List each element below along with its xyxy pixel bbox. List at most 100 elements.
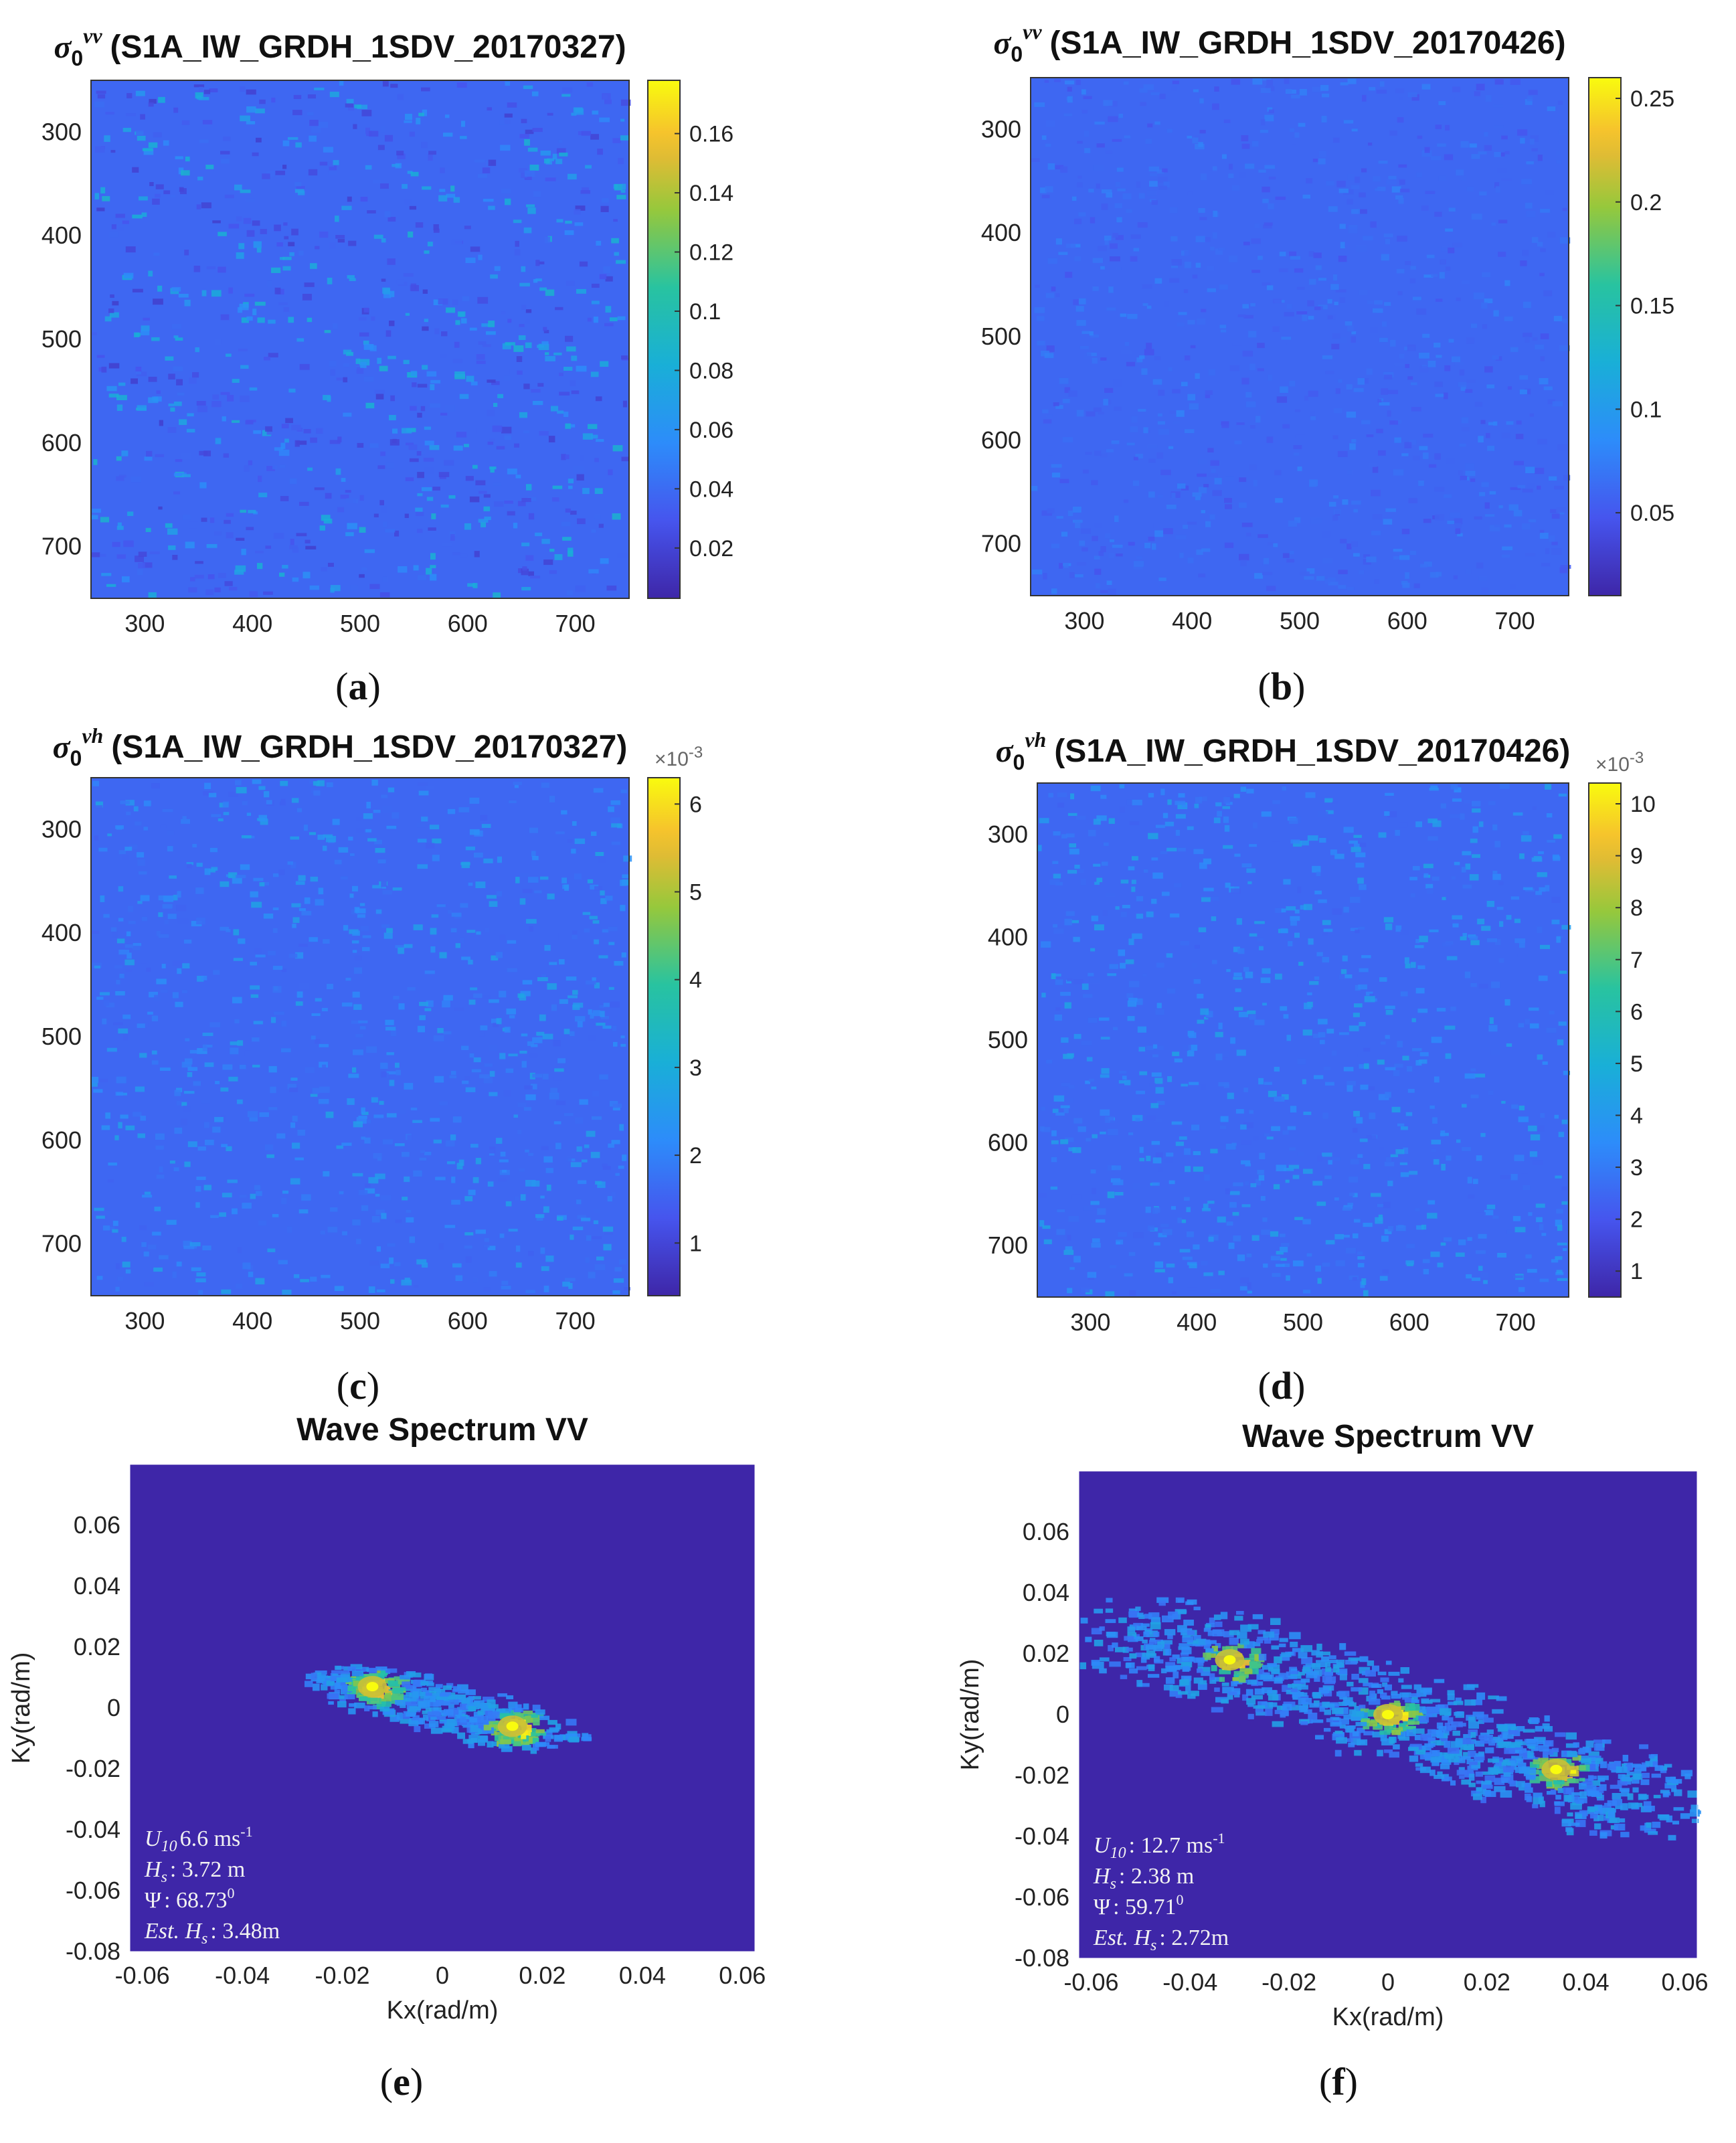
colorbar-tick-label: 8: [1630, 895, 1643, 921]
y-tick-label: -0.06: [66, 1877, 120, 1904]
colorbar-tick-label: 10: [1630, 792, 1656, 817]
sar-texture: [1037, 783, 1571, 1298]
y-tick-label: 600: [41, 429, 82, 456]
colorbar-tick-label: 6: [689, 792, 702, 817]
colorbar-tick-label: 0.02: [689, 536, 733, 562]
colorbar-tick-label: 0.16: [689, 122, 733, 147]
y-tick-label: 700: [41, 533, 82, 560]
spectrum-annotation: Hs: 2.38 m: [1093, 1864, 1194, 1893]
colorbar-exponent: ×10-3: [655, 744, 703, 770]
y-tick-label: 500: [41, 325, 82, 353]
colorbar-tick-label: 0.08: [689, 358, 733, 383]
colorbar: [1588, 782, 1622, 1298]
colorbar-tick-label: 0.14: [689, 181, 733, 206]
x-tick-label: 0: [436, 1962, 449, 1989]
x-tick-label: 500: [1280, 607, 1320, 634]
x-tick-label: 600: [1387, 607, 1427, 634]
x-tick-label: 600: [448, 610, 488, 637]
x-tick-label: 500: [340, 1307, 380, 1335]
plot-frame: [129, 1464, 756, 1952]
spectrum-annotation: Est. Hs: 3.48m: [144, 1919, 280, 1948]
plot-frame: [90, 80, 630, 599]
y-tick-label: 0: [107, 1694, 120, 1721]
x-tick-label: 700: [1495, 607, 1535, 634]
y-tick-label: 600: [981, 426, 1021, 454]
sar-texture: [91, 779, 632, 1295]
panel-a: σ0vv (S1A_IW_GRDH_1SDV_20170327) 300 400 500…: [41, 23, 733, 708]
spectrum-peak-core: [1382, 1710, 1394, 1719]
subfigure-label: (d): [1258, 1364, 1306, 1407]
colorbar-tick-label: 0.06: [689, 418, 733, 443]
colorbar: [647, 777, 681, 1296]
spectrum-annotation: Ψ: 59.710: [1094, 1891, 1184, 1919]
colorbar-tick-label: 5: [689, 880, 702, 906]
y-tick-label: 700: [41, 1230, 82, 1258]
x-tick-label: 300: [124, 1307, 165, 1335]
y-tick-label: 300: [981, 115, 1021, 143]
spectrum-peak-core: [1223, 1655, 1236, 1665]
x-tick-label: 700: [1496, 1308, 1536, 1336]
spectrum-annotation: Est. Hs: 2.72m: [1093, 1925, 1229, 1954]
y-tick-label: 0.06: [1023, 1518, 1069, 1545]
spectrum-background: [130, 1464, 755, 1952]
y-tick-label: 0.04: [1023, 1579, 1069, 1606]
panel-c: σ0vh (S1A_IW_GRDH_1SDV_20170327) 300 400 500…: [41, 723, 703, 1407]
x-tick-label: 500: [340, 610, 380, 637]
y-tick-label: -0.04: [66, 1816, 120, 1843]
x-tick-label: 600: [1389, 1308, 1429, 1336]
x-tick-label: 400: [232, 1307, 272, 1335]
x-tick-label: 0.04: [1563, 1968, 1610, 1996]
x-axis-label: Kx(rad/m): [1332, 2003, 1444, 2031]
colorbar-tick-label: 2: [1630, 1207, 1643, 1233]
x-tick-label: 0.02: [519, 1962, 566, 1989]
x-tick-label: 0: [1381, 1968, 1395, 1996]
panel-e: Wave Spectrum VV -0.06 -0.04 -0.02 0 0.02 0.04…: [7, 1412, 766, 2104]
colorbar-tick-label: 0.12: [689, 240, 733, 266]
x-tick-label: 300: [124, 610, 165, 637]
panel-d: σ0vh (S1A_IW_GRDH_1SDV_20170426) 300 400 500…: [988, 727, 1656, 1407]
y-tick-label: 700: [988, 1231, 1028, 1259]
y-tick-label: -0.08: [1015, 1944, 1069, 1972]
x-tick-label: -0.04: [1162, 1968, 1217, 1996]
panel-title: σ0vh (S1A_IW_GRDH_1SDV_20170426): [996, 727, 1571, 774]
x-tick-label: 0.02: [1464, 1968, 1510, 1996]
sar-texture: [91, 80, 631, 598]
x-tick-label: -0.06: [1063, 1968, 1118, 1996]
y-tick-label: -0.04: [1015, 1822, 1069, 1850]
panel-b: σ0vv (S1A_IW_GRDH_1SDV_20170426) 300 400 500…: [981, 19, 1674, 708]
x-tick-label: 0.04: [619, 1962, 666, 1989]
sar-image: [91, 80, 629, 598]
y-tick-label: -0.06: [1015, 1883, 1069, 1911]
subfigure-label: (c): [337, 1364, 379, 1407]
x-tick-label: -0.02: [315, 1962, 370, 1989]
panel-title: σ0vv (S1A_IW_GRDH_1SDV_20170426): [993, 19, 1565, 66]
y-tick-label: -0.02: [66, 1755, 120, 1782]
subfigure-label: (f): [1319, 2060, 1358, 2104]
x-tick-label: 400: [232, 610, 272, 637]
spectrum-peak-core: [506, 1721, 519, 1731]
y-tick-label: 0: [1056, 1701, 1069, 1728]
panel-title: σ0vh (S1A_IW_GRDH_1SDV_20170327): [53, 723, 628, 770]
spectrum-energy: [305, 1664, 592, 1754]
spectrum-annotation: Hs: 3.72 m: [144, 1857, 245, 1886]
x-axis-label: Kx(rad/m): [387, 1996, 499, 2025]
colorbar-tick-label: 5: [1630, 1051, 1643, 1077]
x-tick-label: 400: [1172, 607, 1212, 634]
colorbar-tick-label: 0.1: [689, 299, 721, 325]
y-tick-label: 500: [988, 1026, 1028, 1053]
y-tick-label: 500: [41, 1023, 82, 1050]
spectrum-annotation: U10: 12.7 ms-1: [1094, 1830, 1225, 1862]
colorbar-tick-label: 4: [689, 968, 702, 993]
y-tick-label: -0.02: [1015, 1762, 1069, 1789]
x-tick-label: 300: [1070, 1308, 1110, 1336]
colorbar-tick-label: 0.1: [1630, 397, 1662, 422]
y-tick-label: 0.02: [74, 1633, 120, 1660]
sar-texture: [1031, 78, 1571, 596]
y-tick-label: 400: [988, 923, 1028, 950]
y-tick-label: 300: [41, 815, 82, 843]
spectrum-peak-core: [1550, 1764, 1563, 1774]
x-tick-label: -0.06: [115, 1962, 170, 1989]
colorbar: [1588, 77, 1622, 596]
colorbar-tick-label: 7: [1630, 948, 1643, 973]
